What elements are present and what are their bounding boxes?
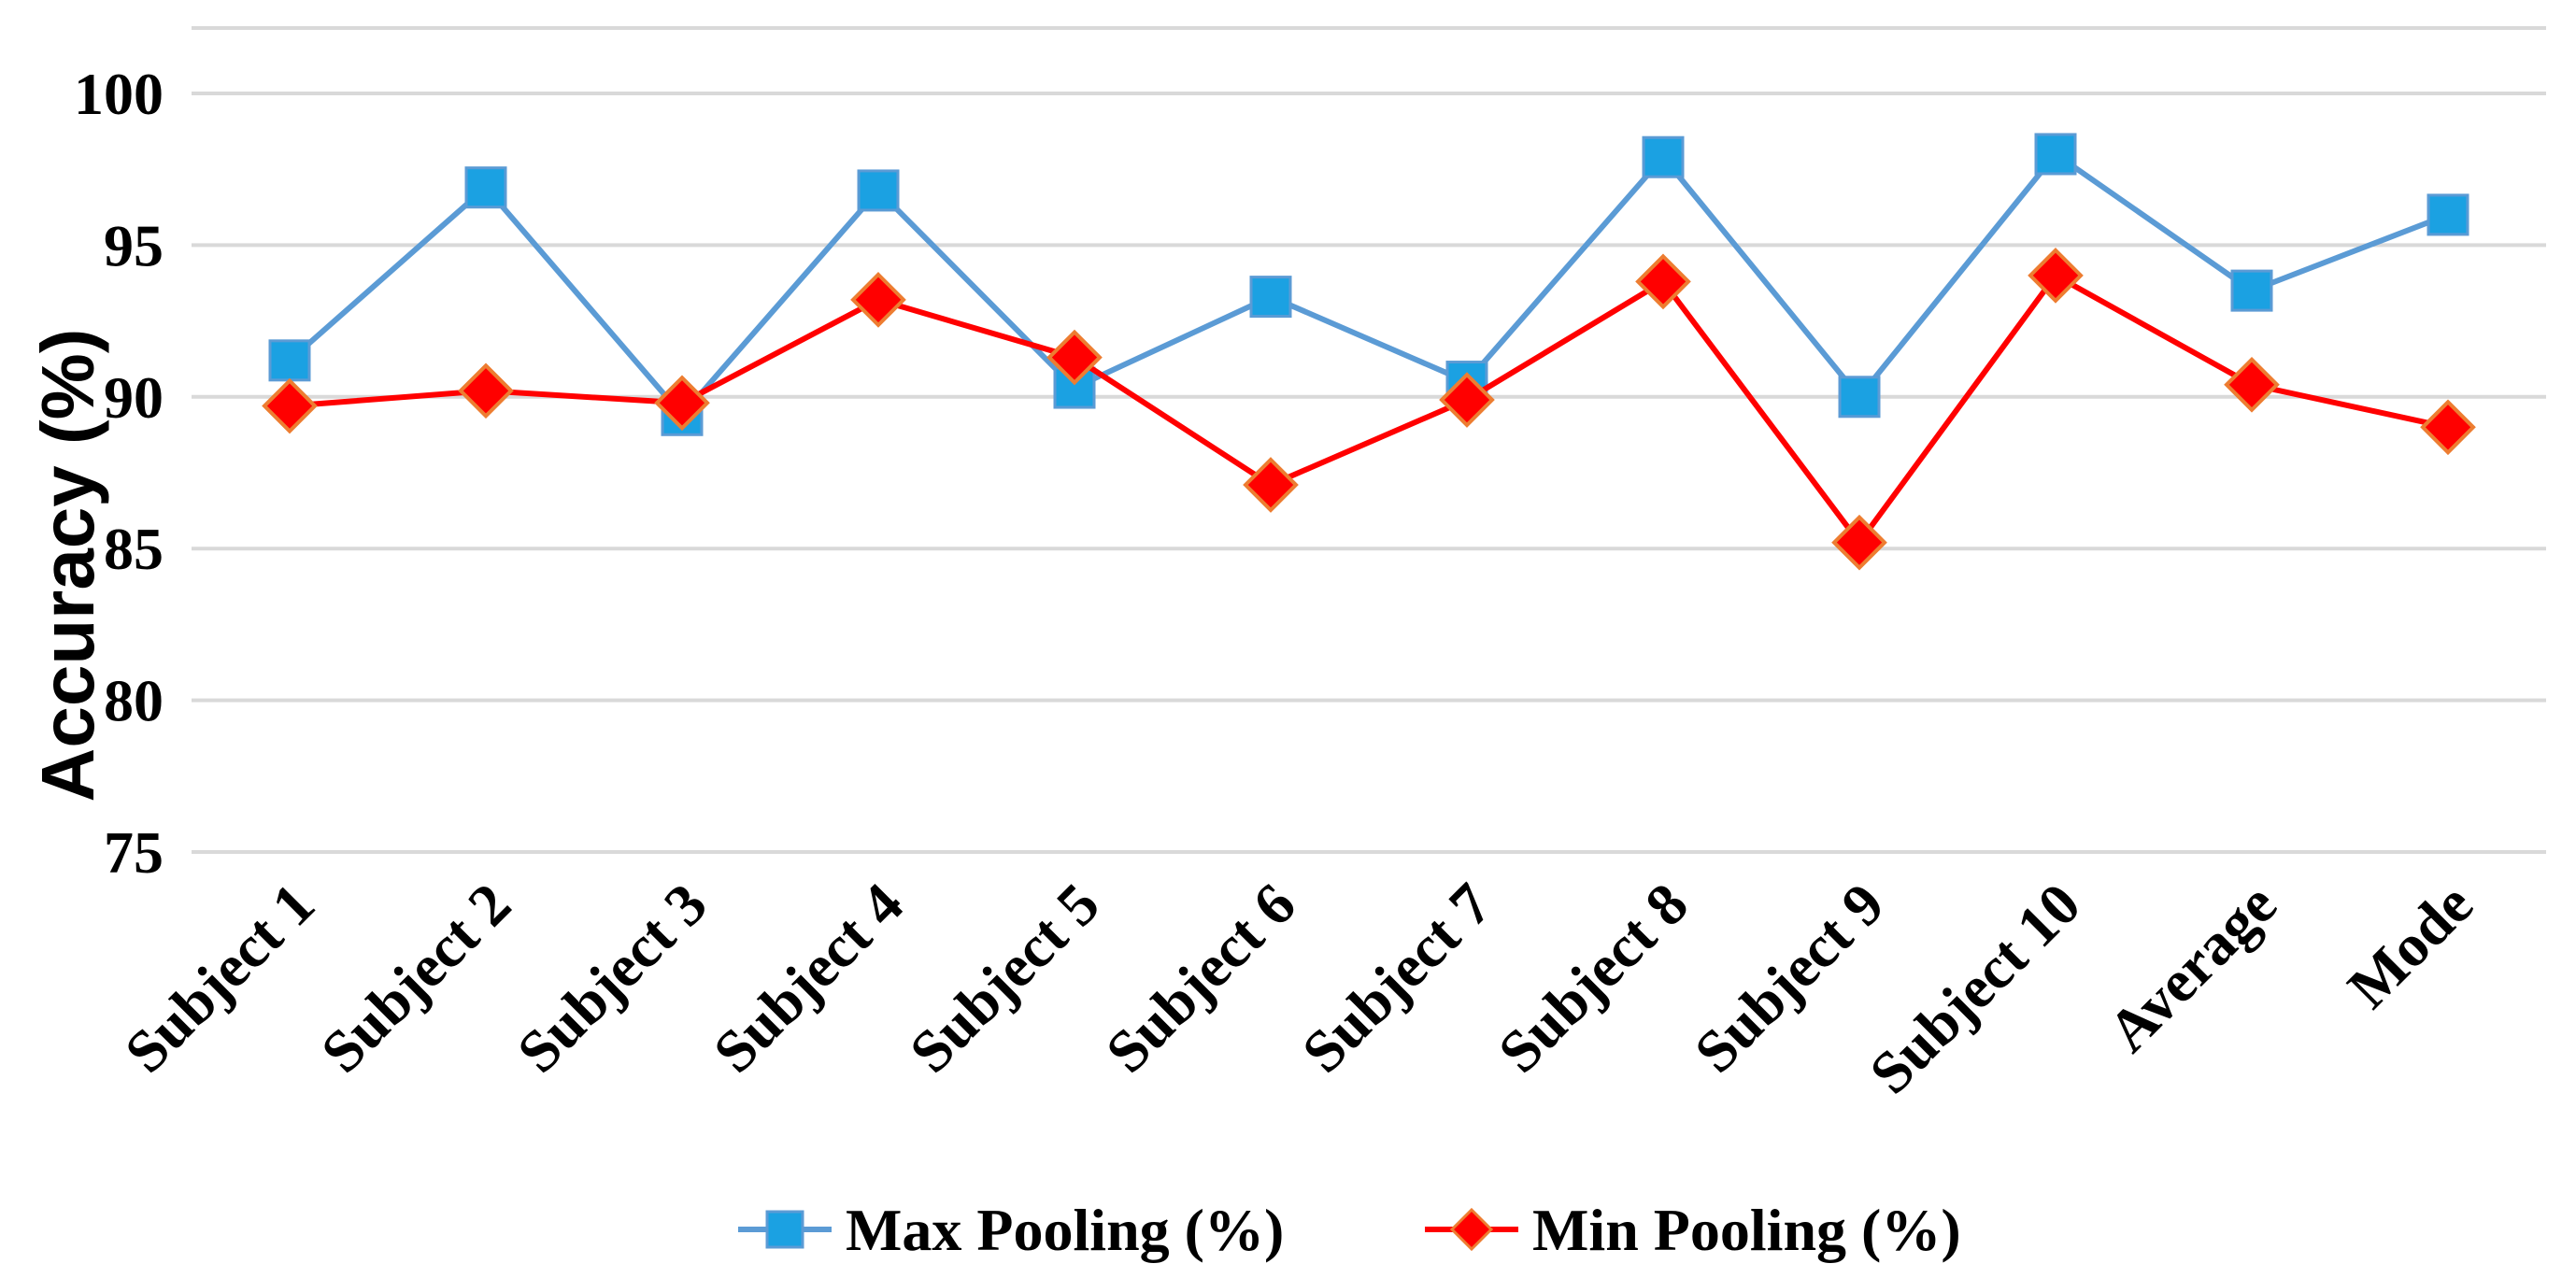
y-axis-ticks: 75 80 85 90 95 100 — [74, 61, 164, 886]
series-max-pooling — [268, 133, 2469, 436]
data-point — [1249, 276, 1292, 319]
x-tick-label: Subject 6 — [1093, 871, 1308, 1086]
x-tick-label: Subject 3 — [505, 871, 719, 1086]
x-tick-label: Subject 10 — [1857, 871, 2093, 1107]
data-point — [2420, 399, 2476, 456]
data-point — [262, 377, 318, 434]
legend-marker — [765, 1210, 804, 1249]
x-tick-label: Subject 2 — [308, 871, 523, 1086]
data-point — [2427, 193, 2469, 236]
data-point — [1838, 376, 1881, 419]
x-tick-label: Subject 7 — [1289, 871, 1504, 1086]
data-point — [857, 169, 900, 212]
series-line — [288, 150, 2450, 419]
legend-label: Min Pooling (%) — [1532, 1197, 1961, 1263]
y-tick-label: 85 — [104, 516, 164, 582]
y-tick-label: 95 — [104, 212, 164, 278]
x-tick-label: Subject 5 — [897, 871, 1112, 1086]
series-group — [262, 133, 2476, 571]
series-min-pooling — [262, 248, 2476, 571]
legend-item: Max Pooling (%) — [738, 1197, 1284, 1263]
data-point — [268, 339, 311, 382]
data-point — [464, 166, 507, 209]
data-point — [1243, 457, 1299, 513]
y-tick-label: 90 — [104, 364, 164, 431]
y-tick-label: 80 — [104, 668, 164, 734]
x-tick-label: Average — [2095, 871, 2289, 1065]
x-tick-label: Subject 1 — [112, 871, 327, 1086]
data-point — [654, 375, 710, 432]
data-point — [1831, 514, 1887, 571]
data-point — [1642, 135, 1685, 178]
y-tick-label: 75 — [104, 819, 164, 886]
gridlines — [192, 92, 2546, 854]
data-point — [850, 272, 906, 328]
data-point — [2224, 356, 2280, 413]
legend: Max Pooling (%) Min Pooling (%) — [738, 1197, 1961, 1263]
data-point — [1439, 372, 1495, 428]
data-point — [2028, 248, 2084, 304]
legend-item: Min Pooling (%) — [1425, 1197, 1961, 1263]
data-point — [1046, 329, 1103, 386]
data-point — [2230, 269, 2273, 312]
legend-marker — [1449, 1207, 1494, 1252]
x-tick-label: Subject 8 — [1486, 871, 1701, 1086]
x-tick-label: Subject 4 — [701, 871, 916, 1086]
y-tick-label: 100 — [74, 61, 164, 127]
data-point — [458, 362, 514, 419]
data-point — [1635, 253, 1691, 310]
y-axis-label: Accuracy (%) — [26, 329, 109, 802]
x-tick-label: Mode — [2335, 871, 2485, 1021]
data-point — [2034, 133, 2077, 176]
series-line — [289, 272, 2449, 546]
legend-label: Max Pooling (%) — [846, 1197, 1284, 1263]
